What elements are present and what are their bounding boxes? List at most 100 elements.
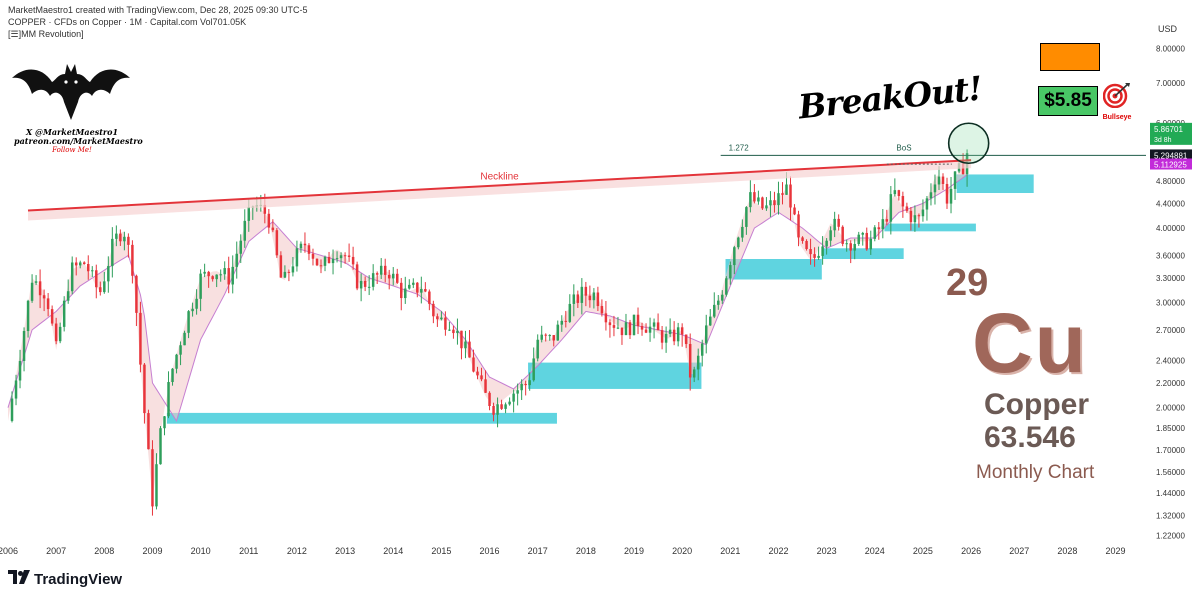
candle xyxy=(560,315,564,332)
candle-body xyxy=(26,300,30,332)
candle xyxy=(789,176,792,221)
symbol-line[interactable]: COPPER · CFDs on Copper · 1M · Capital.c… xyxy=(8,17,247,27)
candle xyxy=(837,214,840,231)
price-tag: 5.294881 xyxy=(1150,149,1192,161)
candle xyxy=(123,231,126,251)
candle xyxy=(552,335,555,347)
candle xyxy=(941,173,945,190)
candle-body xyxy=(917,215,921,217)
candle xyxy=(143,362,146,424)
candle-body xyxy=(789,184,792,208)
tradingview-footer[interactable]: TradingView xyxy=(8,570,122,589)
candle-body xyxy=(512,393,515,402)
candle xyxy=(207,270,210,288)
candle xyxy=(14,374,18,406)
candle xyxy=(440,311,443,321)
candle xyxy=(488,391,491,411)
candle-body xyxy=(813,254,816,258)
candle xyxy=(628,319,632,339)
y-tick-label: 2.70000 xyxy=(1156,326,1185,335)
candle-body xyxy=(961,163,965,175)
candle-body xyxy=(628,322,632,336)
x-tick-label: 2022 xyxy=(768,546,788,556)
candle-body xyxy=(139,312,142,365)
candle xyxy=(363,276,367,292)
candle xyxy=(484,370,487,393)
branding-patreon[interactable]: patreon.com/MarketMaestro xyxy=(14,136,143,146)
candle-body xyxy=(704,325,708,344)
candle xyxy=(925,196,929,221)
candle xyxy=(95,264,98,299)
candle xyxy=(729,261,732,285)
candle-body xyxy=(468,341,471,358)
candle-body xyxy=(227,268,230,285)
bos-label: BoS xyxy=(896,143,911,152)
candle xyxy=(636,307,640,335)
candle xyxy=(516,383,519,406)
candle-body xyxy=(945,183,949,204)
candle-body xyxy=(941,176,945,184)
candle xyxy=(556,320,560,341)
candle xyxy=(107,256,110,293)
candle xyxy=(869,230,873,255)
candle xyxy=(299,241,303,253)
candle-body xyxy=(644,329,648,333)
candle-body xyxy=(729,265,732,279)
candle-body xyxy=(496,404,499,415)
candle xyxy=(383,258,387,283)
candle-body xyxy=(99,287,102,293)
candle xyxy=(741,219,744,242)
candle-body xyxy=(797,214,800,238)
candle-body xyxy=(363,280,367,287)
candle-body xyxy=(383,265,387,275)
candle xyxy=(845,239,848,252)
candle xyxy=(343,252,347,264)
candle-body xyxy=(897,190,901,197)
candle-body xyxy=(656,322,660,331)
candle xyxy=(211,275,214,282)
candle xyxy=(42,289,46,312)
candle xyxy=(873,225,877,242)
candle xyxy=(608,319,612,338)
candle xyxy=(648,317,652,342)
candle xyxy=(303,232,307,253)
candle-body xyxy=(576,294,580,303)
candle-body xyxy=(440,317,443,320)
candle-body xyxy=(22,331,26,361)
demand-zone xyxy=(884,223,976,232)
credit-line: MarketMaestro1 created with TradingView.… xyxy=(8,5,308,15)
candle-body xyxy=(91,270,94,272)
candle-body xyxy=(311,253,315,259)
x-tick-label: 2008 xyxy=(94,546,114,556)
candle-body xyxy=(536,339,539,359)
candle-body xyxy=(412,282,415,285)
candle-body xyxy=(901,196,905,207)
candle xyxy=(945,177,949,209)
candle xyxy=(74,257,78,276)
candle xyxy=(219,269,222,282)
candle-body xyxy=(821,246,824,256)
candle xyxy=(62,296,66,332)
indicator-line[interactable]: [☰]MM Revolution] xyxy=(8,29,84,39)
x-tick-label: 2029 xyxy=(1106,546,1126,556)
candle xyxy=(476,366,479,380)
candle xyxy=(492,402,495,422)
candle xyxy=(937,166,941,191)
branding-x-handle[interactable]: X @MarketMaestro1 xyxy=(25,127,119,137)
candle-body xyxy=(761,197,764,209)
candle xyxy=(203,263,206,278)
candle-body xyxy=(10,398,14,421)
x-tick-label: 2009 xyxy=(142,546,162,556)
branding-follow: Follow Me! xyxy=(52,146,92,154)
candle-body xyxy=(247,207,251,221)
candle-body xyxy=(893,190,897,195)
candle xyxy=(797,210,800,247)
candle-body xyxy=(195,298,198,309)
candle xyxy=(949,176,953,214)
candle-body xyxy=(921,209,925,217)
candle-body xyxy=(692,369,696,378)
y-tick-label: 3.30000 xyxy=(1156,274,1185,283)
candle-body xyxy=(612,325,616,328)
candle-body xyxy=(568,303,572,322)
